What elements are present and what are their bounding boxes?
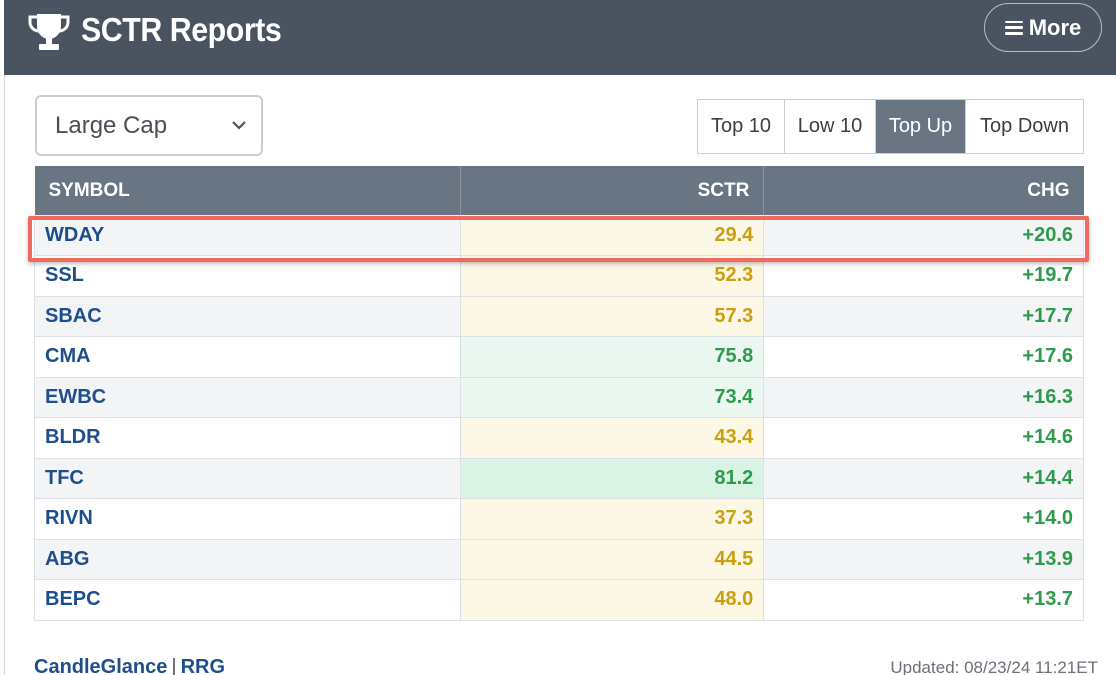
tab-top-10[interactable]: Top 10 (698, 100, 785, 153)
footer-links: CandleGlance | RRG (34, 656, 225, 675)
symbol-link[interactable]: BEPC (34, 579, 461, 621)
chg-value: +19.7 (763, 255, 1084, 297)
symbol-link[interactable]: RIVN (34, 498, 461, 540)
table-header-row: SYMBOL SCTR CHG (34, 166, 1084, 215)
chg-value: +16.3 (763, 377, 1084, 418)
symbol-link[interactable]: WDAY (34, 215, 461, 256)
column-header-symbol[interactable]: SYMBOL (34, 166, 461, 215)
report-tabs: Top 10 Low 10 Top Up Top Down (697, 99, 1084, 154)
hamburger-icon (1004, 20, 1023, 35)
table-row: WDAY 29.4 +20.6 (34, 215, 1084, 256)
candleglance-link[interactable]: CandleGlance (34, 656, 168, 675)
sctr-table: SYMBOL SCTR CHG WDAY 29.4 +20.6 SSL 52.3… (34, 166, 1084, 621)
sctr-value: 37.3 (460, 498, 765, 540)
chg-value: +14.0 (763, 498, 1084, 540)
content-panel (4, 75, 1116, 675)
chg-value: +20.6 (763, 215, 1084, 256)
table-row: SBAC 57.3 +17.7 (34, 296, 1084, 337)
table-row: ABG 44.5 +13.9 (34, 539, 1084, 580)
chevron-down-icon (232, 121, 246, 130)
chg-value: +17.7 (763, 296, 1084, 337)
table-row: EWBC 73.4 +16.3 (34, 377, 1084, 418)
symbol-link[interactable]: SBAC (34, 296, 461, 337)
sctr-value: 75.8 (460, 336, 765, 378)
table-row: BEPC 48.0 +13.7 (34, 579, 1084, 621)
trophy-icon (28, 14, 70, 50)
chg-value: +14.4 (763, 458, 1084, 499)
table-row: SSL 52.3 +19.7 (34, 255, 1084, 297)
sctr-value: 48.0 (460, 579, 765, 621)
tab-top-down[interactable]: Top Down (966, 100, 1083, 153)
symbol-link[interactable]: TFC (34, 458, 461, 499)
sctr-value: 44.5 (460, 539, 765, 580)
tab-low-10[interactable]: Low 10 (785, 100, 876, 153)
sctr-value: 52.3 (460, 255, 765, 297)
table-row: RIVN 37.3 +14.0 (34, 498, 1084, 540)
chg-value: +13.7 (763, 579, 1084, 621)
sctr-value: 43.4 (460, 417, 765, 459)
column-header-sctr[interactable]: SCTR (460, 166, 765, 215)
page-title: SCTR Reports (81, 11, 282, 48)
more-button-label: More (1028, 14, 1082, 40)
sctr-value: 57.3 (460, 296, 765, 337)
sctr-value: 29.4 (460, 215, 765, 256)
app-header: SCTR Reports More (4, 0, 1116, 75)
symbol-link[interactable]: EWBC (34, 377, 461, 418)
sctr-value: 81.2 (460, 458, 765, 499)
symbol-link[interactable]: CMA (34, 336, 461, 378)
updated-timestamp: Updated: 08/23/24 11:21ET (890, 658, 1098, 675)
cap-filter-select[interactable]: Large Cap (35, 95, 263, 156)
rrg-link[interactable]: RRG (180, 656, 226, 675)
column-header-chg[interactable]: CHG (763, 166, 1084, 215)
chg-value: +13.9 (763, 539, 1084, 580)
cap-filter-value: Large Cap (55, 111, 168, 139)
symbol-link[interactable]: ABG (34, 539, 461, 580)
symbol-link[interactable]: BLDR (34, 417, 461, 459)
table-row: TFC 81.2 +14.4 (34, 458, 1084, 499)
more-button[interactable]: More (984, 3, 1102, 52)
tab-top-up[interactable]: Top Up (876, 100, 966, 153)
table-row: CMA 75.8 +17.6 (34, 336, 1084, 378)
footer-separator: | (171, 656, 177, 675)
symbol-link[interactable]: SSL (34, 255, 461, 297)
chg-value: +17.6 (763, 336, 1084, 378)
sctr-value: 73.4 (460, 377, 765, 418)
table-row: BLDR 43.4 +14.6 (34, 417, 1084, 459)
chg-value: +14.6 (763, 417, 1084, 459)
